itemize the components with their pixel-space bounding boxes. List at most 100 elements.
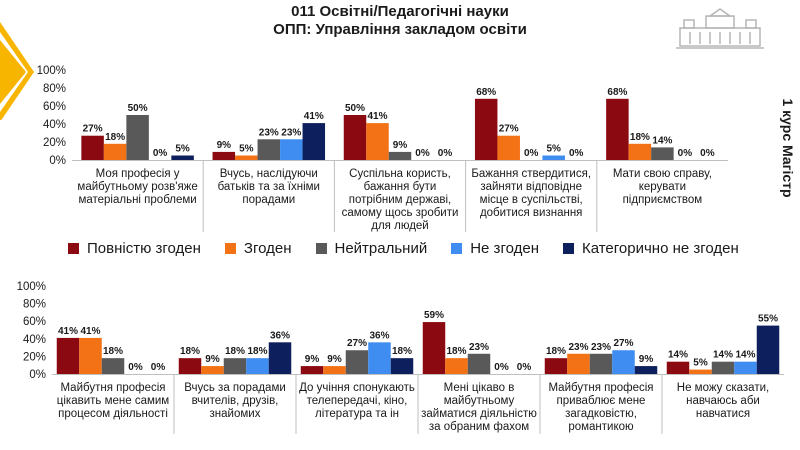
- chart1-category-label: Майбутня професія: [548, 382, 653, 394]
- chart1-category-label: телепередачі, кіно,: [307, 395, 408, 407]
- chart1-bar: [246, 358, 269, 374]
- chart1-data-label: 14%: [668, 350, 688, 361]
- chart1-data-label: 36%: [270, 330, 290, 341]
- chart1-data-label: 23%: [591, 342, 611, 353]
- chart0-bar: [171, 155, 194, 160]
- chart0-bar: [81, 135, 104, 160]
- chart0-ytick-label: 80%: [43, 83, 66, 95]
- legend-swatch-s1: [68, 243, 79, 254]
- chart0-data-label: 5%: [175, 144, 190, 155]
- chart0-category-label: батьків та за їхніми: [218, 181, 320, 193]
- chart0-ytick-label: 60%: [43, 101, 66, 113]
- legend-item-s3: Нейтральний: [315, 240, 427, 257]
- chart0-category-label: потрібним державі,: [349, 194, 452, 206]
- chart1-bar: [223, 358, 247, 374]
- chart0-bar: [474, 98, 498, 160]
- chart0-category-label: Бажання ствердитися,: [471, 168, 591, 180]
- chart1-category-label: навчатися: [696, 408, 750, 420]
- chart1-data-label: 18%: [180, 346, 200, 357]
- chart0-category-label: Мати свою справу,: [613, 168, 712, 180]
- chart1-category-label: процесом діяльності: [58, 408, 168, 420]
- chart1-ytick-label: 20%: [23, 351, 46, 363]
- chart1-bar: [756, 325, 780, 374]
- chart1-bar: [445, 358, 468, 374]
- chart1-bar: [734, 361, 757, 374]
- chart0-category-label: майбутньому розв'яже: [77, 181, 197, 193]
- legend-swatch-s5: [562, 243, 574, 254]
- chart1-bar: [612, 350, 635, 374]
- chart1-data-label: 55%: [758, 314, 778, 325]
- chart1-category-label: цікавить мене самим: [57, 395, 170, 407]
- chart0-category-label: порадами: [242, 194, 295, 206]
- chart0-bar: [280, 139, 303, 160]
- chart1-data-label: 14%: [735, 350, 755, 361]
- chart0-category-label: керувати: [639, 181, 686, 193]
- legend-label-s1: Повністю згоден: [87, 240, 201, 257]
- chart1-category-label: Майбутня професія: [60, 382, 165, 394]
- chart1-data-label: 9%: [639, 354, 654, 365]
- chart0-data-label: 0%: [415, 148, 430, 159]
- chart0-bar: [388, 151, 412, 160]
- chart0-data-label: 68%: [476, 87, 496, 98]
- chart1-data-label: 14%: [713, 350, 733, 361]
- chart1-ytick-label: 60%: [23, 316, 46, 328]
- legend-label-s2: Згоден: [243, 240, 292, 257]
- legend-swatch-s4: [451, 243, 463, 254]
- chart0-data-label: 0%: [678, 148, 693, 159]
- chart1-ytick-label: 100%: [17, 281, 46, 293]
- chart1-category-label: знайомих: [210, 408, 261, 420]
- chart0-data-label: 23%: [281, 127, 301, 138]
- chart1-bar: [56, 337, 80, 374]
- chart0-data-label: 9%: [217, 140, 232, 151]
- chart1-category-label: майбутньому: [444, 395, 515, 407]
- chart1-bar: [300, 366, 324, 374]
- chart0-data-label: 50%: [128, 103, 148, 114]
- legend-item-s5: Категорично не згоден: [562, 240, 739, 257]
- chart1-bar: [79, 337, 102, 374]
- chart1-bar: [390, 358, 414, 374]
- chart0-category-label: добитися визнання: [480, 207, 582, 219]
- chart0-ytick-label: 20%: [43, 137, 66, 149]
- chart0-ytick-label: 40%: [43, 119, 66, 131]
- chart0-category-label: бажання бути: [364, 181, 437, 193]
- legend-item-s4: Не згоден: [451, 240, 539, 257]
- chart0-ytick-label: 100%: [37, 65, 66, 77]
- chart1-bar: [368, 342, 391, 374]
- chart0-category-label: матеріальні проблеми: [78, 194, 196, 206]
- chart1-ytick-label: 80%: [23, 299, 46, 311]
- chart1-data-label: 0%: [151, 362, 166, 373]
- chart0-bar: [606, 98, 629, 160]
- chart1-data-label: 18%: [392, 346, 412, 357]
- chart0-data-label: 9%: [393, 140, 408, 151]
- chart1-bar: [634, 366, 658, 374]
- chart1-category-label: Мені цікаво в: [444, 382, 515, 394]
- chart0-category-label: зайняти відповідне: [480, 181, 582, 193]
- chart0-ytick-label: 0%: [49, 155, 66, 167]
- chart1-data-label: 0%: [128, 362, 143, 373]
- chart0-bar: [302, 123, 326, 160]
- corner-stripe: [0, 22, 34, 120]
- chart1-bar: [268, 342, 292, 374]
- legend-swatch-s3: [315, 243, 327, 254]
- chart0-bar: [212, 151, 236, 160]
- chart0-bar: [366, 123, 389, 160]
- chart0-data-label: 41%: [367, 111, 387, 122]
- chart1-data-label: 5%: [693, 358, 708, 369]
- chart1-bar: [689, 369, 712, 374]
- legend-swatch-s2: [224, 243, 236, 254]
- chart1-bar: [201, 366, 224, 374]
- chart0-data-label: 50%: [345, 103, 365, 114]
- chart1-category-label: Не можу сказати,: [677, 382, 769, 394]
- chart0-data-label: 0%: [700, 148, 715, 159]
- chart1-data-label: 27%: [613, 338, 633, 349]
- chart0-data-label: 27%: [499, 124, 519, 135]
- chart0-bar: [497, 135, 520, 160]
- chart1-category-label: приваблює мене: [557, 395, 646, 407]
- chart1-data-label: 9%: [205, 354, 220, 365]
- chart1-data-label: 18%: [247, 346, 267, 357]
- legend-item-s1: Повністю згоден: [68, 240, 201, 257]
- chart0-bar: [651, 147, 674, 160]
- chart1-data-label: 23%: [568, 342, 588, 353]
- chart1-data-label: 27%: [347, 338, 367, 349]
